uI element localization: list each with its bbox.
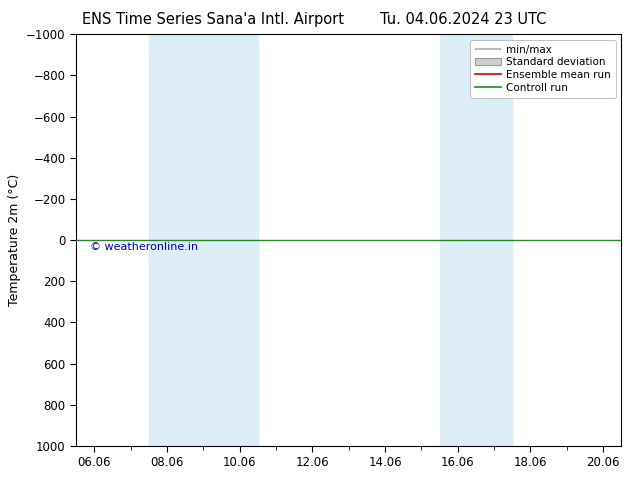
Text: © weatheronline.in: © weatheronline.in: [90, 242, 198, 252]
Text: Tu. 04.06.2024 23 UTC: Tu. 04.06.2024 23 UTC: [380, 12, 547, 27]
Legend: min/max, Standard deviation, Ensemble mean run, Controll run: min/max, Standard deviation, Ensemble me…: [470, 40, 616, 98]
Bar: [149, 34, 258, 446]
Y-axis label: Temperature 2m (°C): Temperature 2m (°C): [8, 174, 21, 306]
Bar: [439, 34, 512, 446]
Text: ENS Time Series Sana'a Intl. Airport: ENS Time Series Sana'a Intl. Airport: [82, 12, 344, 27]
